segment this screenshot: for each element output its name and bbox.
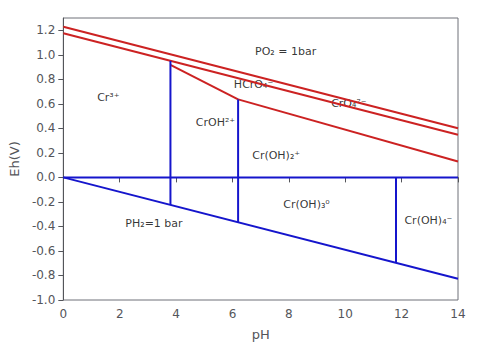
svg-text:Cr(OH)₄⁻: Cr(OH)₄⁻ [404,214,452,227]
svg-text:0.0: 0.0 [36,170,55,184]
svg-text:0: 0 [59,307,67,321]
svg-text:-0.8: -0.8 [32,268,55,282]
svg-text:CrOH²⁺: CrOH²⁺ [196,116,236,129]
svg-text:PH₂=1 bar: PH₂=1 bar [125,217,183,230]
svg-text:2: 2 [116,307,124,321]
svg-text:-1.0: -1.0 [32,293,55,307]
svg-text:Cr(OH)₂⁺: Cr(OH)₂⁺ [252,149,300,162]
svg-text:12: 12 [394,307,409,321]
svg-text:0.4: 0.4 [36,121,55,135]
svg-text:-0.6: -0.6 [32,244,55,258]
svg-text:Cr³⁺: Cr³⁺ [97,91,120,104]
svg-text:Cr(OH)₃⁰: Cr(OH)₃⁰ [283,198,330,211]
svg-text:4: 4 [172,307,180,321]
svg-text:HCrO₄⁻: HCrO₄⁻ [233,78,274,92]
svg-text:8: 8 [285,307,293,321]
svg-text:6: 6 [229,307,237,321]
svg-text:-0.2: -0.2 [32,195,55,209]
svg-text:CrO₄²⁻: CrO₄²⁻ [331,97,367,111]
svg-text:pH: pH [252,327,270,342]
svg-text:PO₂ = 1bar: PO₂ = 1bar [255,45,317,58]
svg-text:Eh(V): Eh(V) [7,141,22,177]
svg-text:1.2: 1.2 [36,23,55,37]
svg-text:0.8: 0.8 [36,72,55,86]
svg-text:-0.4: -0.4 [32,219,55,233]
svg-text:0.2: 0.2 [36,146,55,160]
svg-text:14: 14 [450,307,465,321]
svg-text:1.0: 1.0 [36,48,55,62]
svg-text:0.6: 0.6 [36,97,55,111]
svg-text:10: 10 [338,307,353,321]
